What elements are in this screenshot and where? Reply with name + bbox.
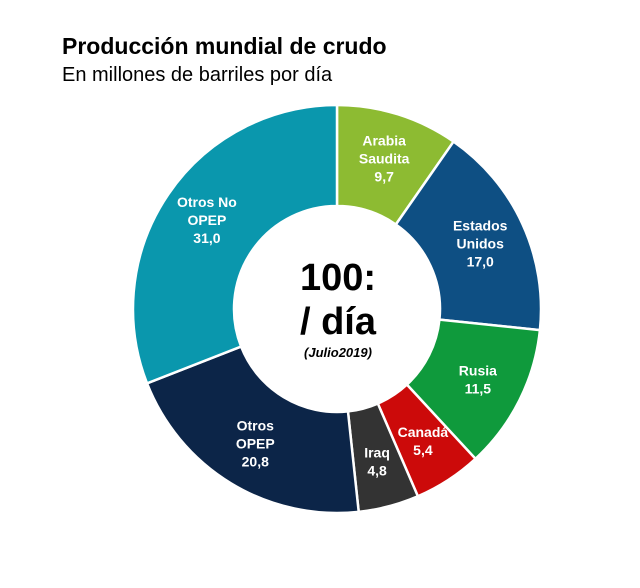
slice-label-3: Rusia 11,5 xyxy=(459,362,497,396)
center-unit: / día xyxy=(300,301,377,343)
chart-subtitle: En millones de barriles por día xyxy=(62,64,333,86)
slice-label-7: Otros No OPEP 31,0 xyxy=(177,194,237,246)
donut-labels: Arabia Saudita 9,7 Estados Unidos 17,0 Rusia 11… xyxy=(177,133,508,479)
slice-label-6: Otros OPEP 20,8 xyxy=(236,418,275,470)
slice-label-2: Estados Unidos 17,0 xyxy=(453,217,508,269)
donut-slice-6 xyxy=(145,344,361,515)
center-date-note: (Julio2019) xyxy=(304,345,372,360)
donut-slice-2 xyxy=(394,139,543,332)
slice-label-4: Canadá 5,4 xyxy=(398,424,449,458)
slice-label-5: Iraq 4,8 xyxy=(364,444,390,478)
slice-label-1: Arabia Saudita 9,7 xyxy=(359,133,410,185)
center-value: 100: xyxy=(300,257,376,299)
chart-title: Producción mundial de crudo xyxy=(62,33,387,59)
donut-slices xyxy=(131,103,543,515)
donut-slice-7 xyxy=(131,103,339,385)
